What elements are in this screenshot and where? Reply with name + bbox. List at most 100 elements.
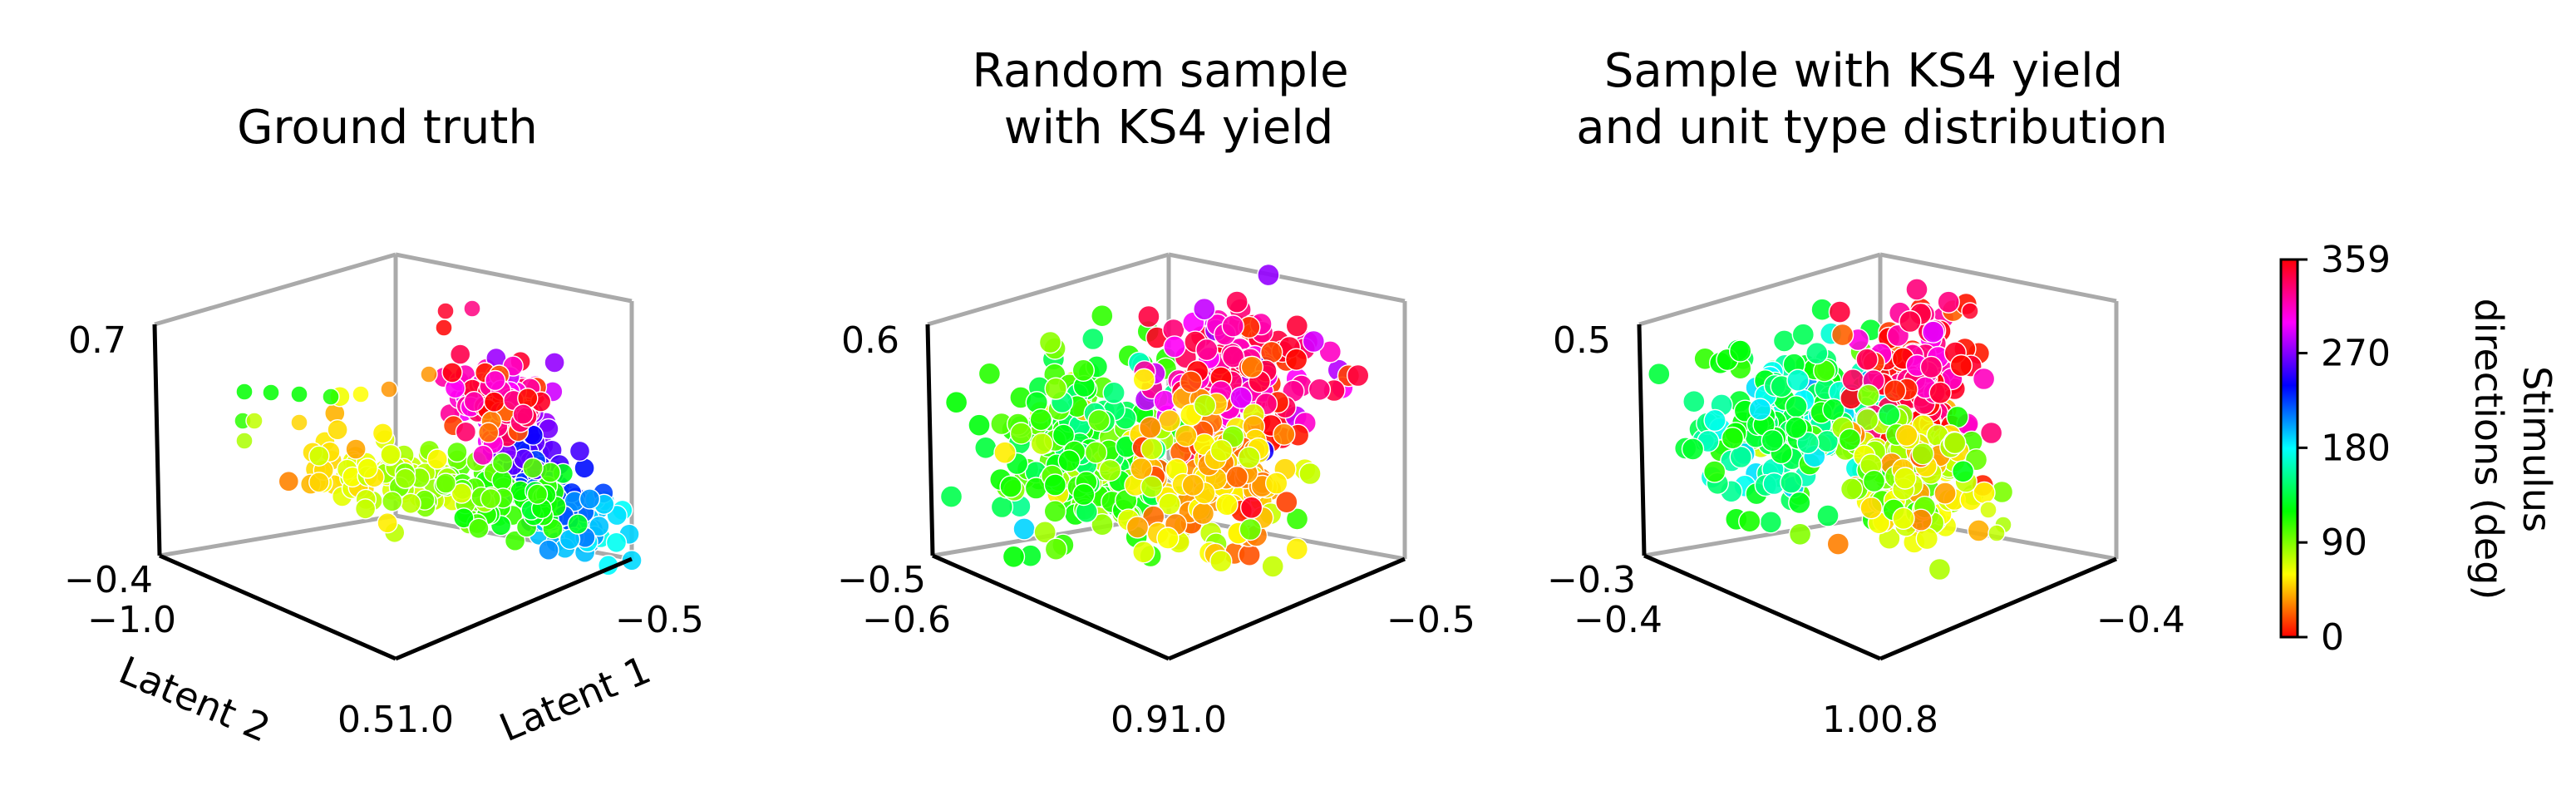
scatter-point (1318, 340, 1342, 363)
panel-3-title-line2: and unit type distribution (1576, 101, 2167, 155)
scatter-point (544, 352, 565, 373)
scatter-point (1816, 504, 1840, 527)
scatter-point (1791, 323, 1815, 346)
scatter-point (1729, 445, 1753, 469)
scatter-point (1738, 510, 1761, 533)
scatter-point (1972, 367, 1996, 391)
outlier-point (1979, 501, 1997, 519)
colorbar-tick-label: 270 (2321, 333, 2391, 375)
outlier-point (290, 413, 308, 432)
panel-3-y-left-tick: −0.4 (1574, 599, 1662, 641)
scatter-point (539, 462, 561, 483)
scatter-point (450, 344, 471, 365)
outlier-point (463, 299, 481, 318)
panel-3-title-line1: Sample with KS4 yield (1604, 44, 2123, 98)
colorbar-label-line2: directions (deg) (2466, 299, 2511, 601)
scatter-point (1772, 329, 1796, 353)
scatter-point (455, 421, 477, 442)
scatter-point (1949, 353, 1973, 378)
scatter-point (1163, 335, 1186, 358)
scatter-point (1181, 473, 1205, 497)
outlier-point (1987, 524, 2006, 542)
scatter-point (1921, 320, 1945, 344)
scatter-point (1221, 345, 1245, 368)
scatter-point (1937, 290, 1960, 314)
scatter-point (1919, 355, 1943, 379)
panel-1-y-axis-label: Latent 2 (113, 647, 277, 750)
panel-1-x-right-tick: −0.5 (615, 599, 704, 641)
scatter-point (453, 507, 475, 529)
panel-2-front-axes (925, 324, 1406, 661)
scatter-point (1209, 550, 1233, 573)
scatter-point (1043, 500, 1067, 523)
scatter-point (538, 539, 559, 561)
scatter-point (354, 498, 377, 520)
scatter-point (1102, 381, 1125, 404)
outlier-point (235, 432, 254, 450)
scatter-point (504, 530, 526, 551)
panel-2-scatter (939, 263, 1370, 578)
scatter-point (1081, 327, 1105, 351)
scatter-point (1158, 409, 1181, 433)
outlier-point (262, 383, 280, 402)
scatter-point (1928, 381, 1952, 404)
scatter-point (1156, 526, 1180, 550)
colorbar-tick-label: 359 (2321, 239, 2391, 281)
scatter-point (993, 441, 1017, 464)
scatter-point (1264, 472, 1288, 495)
scatter-point (1681, 437, 1705, 461)
scatter-point (1009, 422, 1033, 445)
scatter-point (491, 452, 514, 474)
panel-unit-type-sample: Sample with KS4 yield and unit type dist… (1547, 44, 2185, 741)
panel-3-z-top-tick: 0.5 (1553, 319, 1611, 362)
scatter-point (1225, 465, 1249, 489)
scatter-point (1209, 438, 1234, 462)
panel-2-z-top-tick: 0.6 (841, 319, 899, 362)
scatter-point (485, 369, 506, 392)
scatter-point (1828, 300, 1852, 324)
panel-3-scatter (1648, 278, 2014, 581)
scatter-point (1044, 377, 1067, 400)
scatter-point (1029, 408, 1053, 432)
scatter-point (1257, 263, 1280, 287)
colorbar-tick-label: 180 (2321, 427, 2391, 469)
scatter-point (1140, 437, 1164, 461)
scatter-point (1158, 492, 1181, 516)
scatter-point (1951, 460, 1975, 483)
scatter-point (394, 467, 416, 489)
outlier-point (235, 383, 254, 401)
scatter-point (472, 444, 494, 466)
scatter-point (1285, 537, 1309, 561)
scatter-point (1796, 431, 1820, 455)
scatter-point (1125, 516, 1150, 539)
outlier-point (352, 385, 370, 403)
scatter-point (1840, 477, 1864, 501)
scatter-point (441, 362, 463, 383)
scatter-point (1780, 471, 1803, 494)
scatter-point (1859, 497, 1883, 520)
outlier-point (435, 319, 453, 337)
scatter-point (1877, 403, 1901, 427)
scatter-point (999, 475, 1022, 498)
scatter-point (1703, 408, 1726, 433)
scatter-point (1191, 502, 1215, 526)
outlier-point (436, 302, 455, 320)
scatter-point (1087, 408, 1111, 433)
panel-random-sample: Random sample with KS4 yield 0.6 −0.5 −0… (837, 44, 1475, 741)
scatter-point (382, 491, 403, 512)
scatter-point (1788, 522, 1812, 546)
panel-2-z-bottom-tick: −0.5 (837, 559, 926, 601)
outlier-point (380, 380, 398, 398)
scatter-point (1195, 338, 1219, 362)
scatter-point (1883, 379, 1907, 403)
colorbar-ticks: 359 270 180 90 0 (2298, 239, 2391, 659)
scatter-point (1193, 298, 1216, 321)
scatter-point (1979, 421, 2003, 445)
scatter-point (1229, 386, 1253, 409)
scatter-point (1855, 348, 1879, 371)
scatter-point (480, 487, 501, 510)
scatter-point (1967, 519, 1991, 542)
scatter-point (1899, 309, 1922, 334)
colorbar: 359 270 180 90 0 Stimulus directions (deg) (2279, 239, 2559, 659)
scatter-point (1132, 368, 1156, 391)
